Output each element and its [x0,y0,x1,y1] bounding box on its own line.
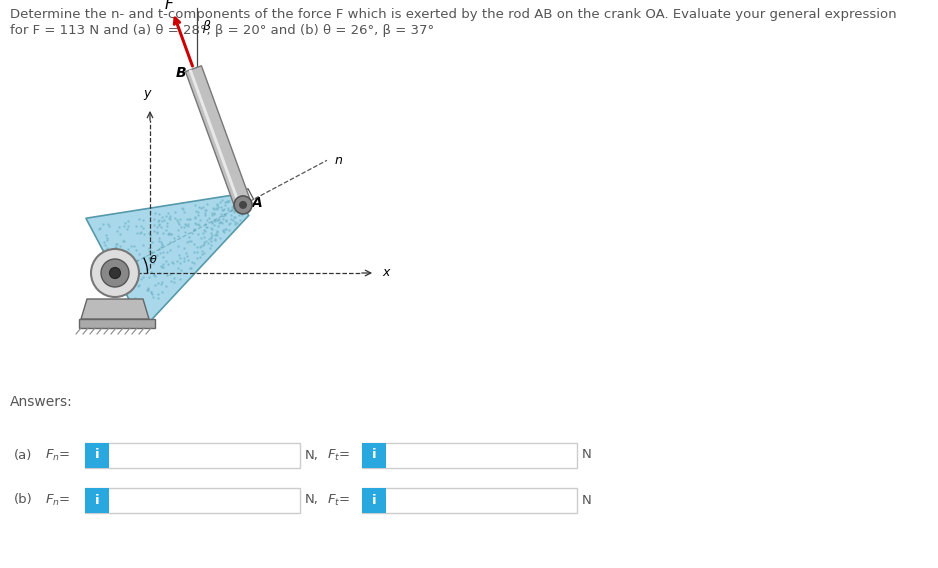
Circle shape [91,249,139,297]
Polygon shape [186,66,251,208]
FancyBboxPatch shape [362,442,386,467]
FancyBboxPatch shape [362,442,577,467]
Text: for F = 113 N and (a) θ = 28°, β = 20° and (b) θ = 26°, β = 37°: for F = 113 N and (a) θ = 28°, β = 20° a… [10,24,434,37]
Text: (b): (b) [14,494,33,507]
Text: N,: N, [305,449,319,461]
FancyBboxPatch shape [85,442,300,467]
Text: $F_n$=: $F_n$= [45,492,70,508]
Circle shape [234,196,252,214]
Text: $F_n$=: $F_n$= [45,448,70,462]
Text: N,: N, [305,494,319,507]
Text: x: x [382,266,389,279]
FancyBboxPatch shape [85,487,109,512]
Text: $F_t$=: $F_t$= [327,448,350,462]
Text: i: i [371,494,376,507]
Polygon shape [189,69,241,207]
Text: N: N [582,494,592,507]
Text: Answers:: Answers: [10,395,73,409]
FancyBboxPatch shape [85,487,300,512]
Text: O: O [94,265,104,278]
Text: $F_t$=: $F_t$= [327,492,350,508]
Text: i: i [95,494,99,507]
Text: $F$: $F$ [164,0,175,12]
Circle shape [101,259,129,287]
Text: Determine the n- and t-components of the force F which is exerted by the rod AB : Determine the n- and t-components of the… [10,8,897,21]
Text: i: i [95,449,99,461]
FancyBboxPatch shape [362,487,386,512]
Circle shape [239,201,247,209]
FancyBboxPatch shape [362,487,577,512]
Polygon shape [86,194,249,328]
FancyBboxPatch shape [79,319,155,328]
FancyBboxPatch shape [85,442,109,467]
Text: N: N [582,449,592,461]
Text: θ: θ [150,255,157,265]
Circle shape [110,268,120,278]
Text: B: B [175,66,186,80]
Polygon shape [81,299,149,319]
Text: n: n [335,154,342,167]
Text: i: i [371,449,376,461]
Text: (a): (a) [14,449,33,461]
Text: t: t [218,141,222,154]
Text: y: y [144,87,151,100]
Text: A: A [251,196,263,210]
Text: β: β [202,19,210,32]
